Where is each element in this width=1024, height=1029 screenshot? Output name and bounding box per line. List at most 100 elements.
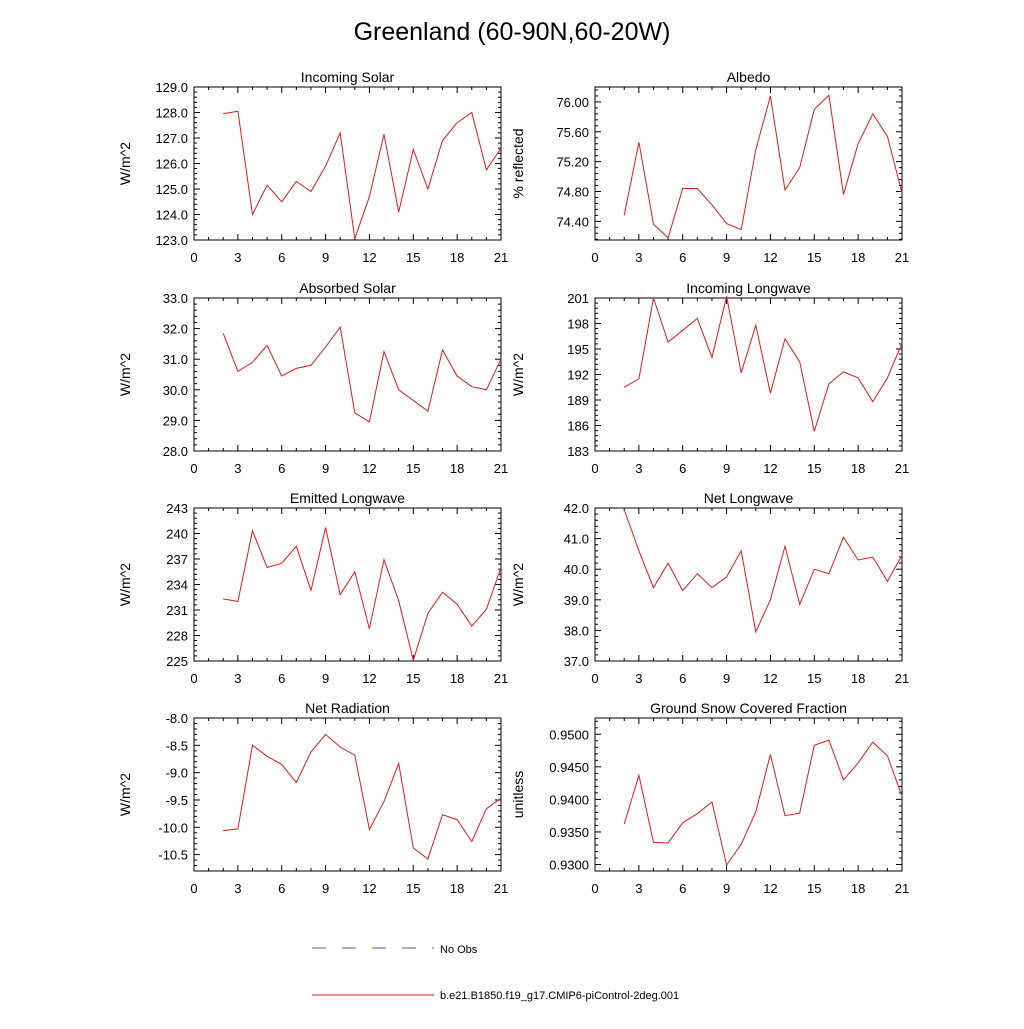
y-tick-label: 29.0	[163, 413, 188, 428]
x-tick-label: 6	[278, 461, 285, 476]
x-tick-label: 21	[494, 461, 508, 476]
x-tick-label: 9	[322, 250, 329, 265]
x-tick-label: 3	[234, 461, 241, 476]
chart-panel-1: Incoming Solar W/m^2 0 3 6 9 12 15 18 21 123.0 124.…	[117, 69, 508, 265]
x-tick-label: 9	[723, 250, 730, 265]
plot-frame	[193, 507, 502, 662]
x-tick-label: 21	[895, 461, 909, 476]
y-tick-label: 37.0	[564, 654, 589, 669]
y-axis-label: W/m^2	[510, 353, 526, 396]
chart-panel-3: Absorbed Solar W/m^2 0 3 6 9 12 15 18 21 28.0 29.0 3…	[117, 280, 508, 476]
y-axis-label: W/m^2	[117, 773, 133, 816]
series-line	[222, 325, 502, 423]
y-tick-label: 75.60	[556, 125, 589, 140]
x-tick-label: 18	[450, 881, 464, 896]
chart-title: Incoming Solar	[301, 69, 395, 85]
x-tick-label: 9	[322, 881, 329, 896]
x-tick-label: 0	[591, 250, 598, 265]
y-tick-label: -9.0	[166, 766, 188, 781]
x-tick-label: 6	[679, 881, 686, 896]
x-tick-label: 3	[635, 461, 642, 476]
figure-title: Greenland (60-90N,60-20W)	[354, 18, 671, 46]
x-tick-label: 21	[895, 250, 909, 265]
x-tick-label: 21	[494, 881, 508, 896]
x-tick-label: 6	[679, 250, 686, 265]
x-tick-label: 0	[591, 671, 598, 686]
y-axis-label: unitless	[510, 771, 526, 818]
series-line	[623, 739, 903, 867]
y-tick-label: 128.0	[155, 106, 188, 121]
chart-title: Absorbed Solar	[299, 280, 396, 296]
x-tick-label: 18	[450, 250, 464, 265]
chart-title: Incoming Longwave	[686, 280, 811, 296]
series-line	[223, 527, 502, 663]
plot-frame	[594, 86, 903, 241]
x-tick-label: 18	[851, 671, 865, 686]
x-tick-label: 15	[406, 461, 420, 476]
x-tick-label: 0	[190, 881, 197, 896]
y-axis-label: W/m^2	[117, 353, 133, 396]
x-tick-label: 9	[723, 461, 730, 476]
x-tick-label: 0	[591, 881, 598, 896]
series-line	[623, 94, 903, 239]
y-tick-label: 126.0	[155, 157, 188, 172]
x-tick-label: 3	[635, 671, 642, 686]
y-tick-label: 42.0	[564, 501, 589, 516]
chart-title: Net Radiation	[305, 700, 390, 716]
y-tick-label: 240	[166, 527, 188, 542]
chart-panel-2: Albedo % reflected 0 3 6 9 12 15 18 21 74.40 74.80 7…	[510, 69, 909, 265]
y-tick-label: 41.0	[564, 532, 589, 547]
x-tick-label: 9	[723, 881, 730, 896]
series-line	[223, 110, 502, 239]
x-tick-label: 15	[807, 461, 821, 476]
x-tick-label: 21	[895, 671, 909, 686]
y-axis-label: % reflected	[510, 128, 526, 198]
x-tick-label: 3	[234, 881, 241, 896]
legend-obs-label: No Obs	[440, 944, 478, 956]
chart-panel-5: Emitted Longwave W/m^2 0 3 6 9 12 15 18 21 225 228 2…	[117, 490, 508, 686]
chart-panel-6: Net Longwave W/m^2 0 3 6 9 12 15 18 21 37.0 38.0 39.…	[510, 490, 909, 686]
x-tick-label: 12	[763, 461, 777, 476]
chart-title: Net Longwave	[704, 490, 794, 506]
plot-frame	[594, 717, 903, 872]
series-line	[223, 733, 502, 860]
x-tick-label: 12	[362, 250, 376, 265]
x-tick-label: 18	[450, 461, 464, 476]
y-tick-label: -8.5	[166, 738, 188, 753]
plot-frame	[594, 507, 903, 662]
x-tick-label: 15	[406, 250, 420, 265]
y-tick-label: -9.5	[166, 793, 188, 808]
y-tick-label: 75.20	[556, 155, 589, 170]
y-tick-label: 127.0	[155, 131, 188, 146]
x-tick-label: 18	[851, 881, 865, 896]
y-tick-label: 30.0	[163, 383, 188, 398]
legend: No Obs b.e21.B1850.f19_g17.CMIP6-piContr…	[312, 944, 679, 1002]
x-tick-label: 6	[278, 671, 285, 686]
x-tick-label: 3	[234, 250, 241, 265]
y-tick-label: 198	[567, 317, 589, 332]
x-tick-label: 15	[406, 881, 420, 896]
y-axis-label: W/m^2	[117, 563, 133, 606]
x-tick-label: 6	[278, 250, 285, 265]
x-tick-label: 12	[763, 250, 777, 265]
x-tick-label: 0	[591, 461, 598, 476]
chart-title: Ground Snow Covered Fraction	[650, 700, 847, 716]
y-tick-label: 123.0	[155, 233, 188, 248]
chart-panel-8: Ground Snow Covered Fraction unitless 0 3 6 9…	[510, 700, 909, 896]
y-tick-label: 31.0	[163, 352, 188, 367]
y-tick-label: 74.40	[556, 214, 589, 229]
y-tick-label: 32.0	[163, 322, 188, 337]
x-tick-label: 3	[234, 671, 241, 686]
y-tick-label: 33.0	[163, 291, 188, 306]
x-tick-label: 18	[851, 250, 865, 265]
y-tick-label: 76.00	[556, 95, 589, 110]
x-tick-label: 15	[406, 671, 420, 686]
x-tick-label: 15	[807, 881, 821, 896]
x-tick-label: 12	[362, 461, 376, 476]
y-tick-label: 39.0	[564, 593, 589, 608]
y-tick-label: 201	[567, 291, 589, 306]
chart-panel-7: Net Radiation W/m^2 0 3 6 9 12 15 18 21 -10.5 -10.0…	[117, 700, 508, 896]
x-tick-label: 6	[278, 881, 285, 896]
series-line	[623, 296, 903, 432]
